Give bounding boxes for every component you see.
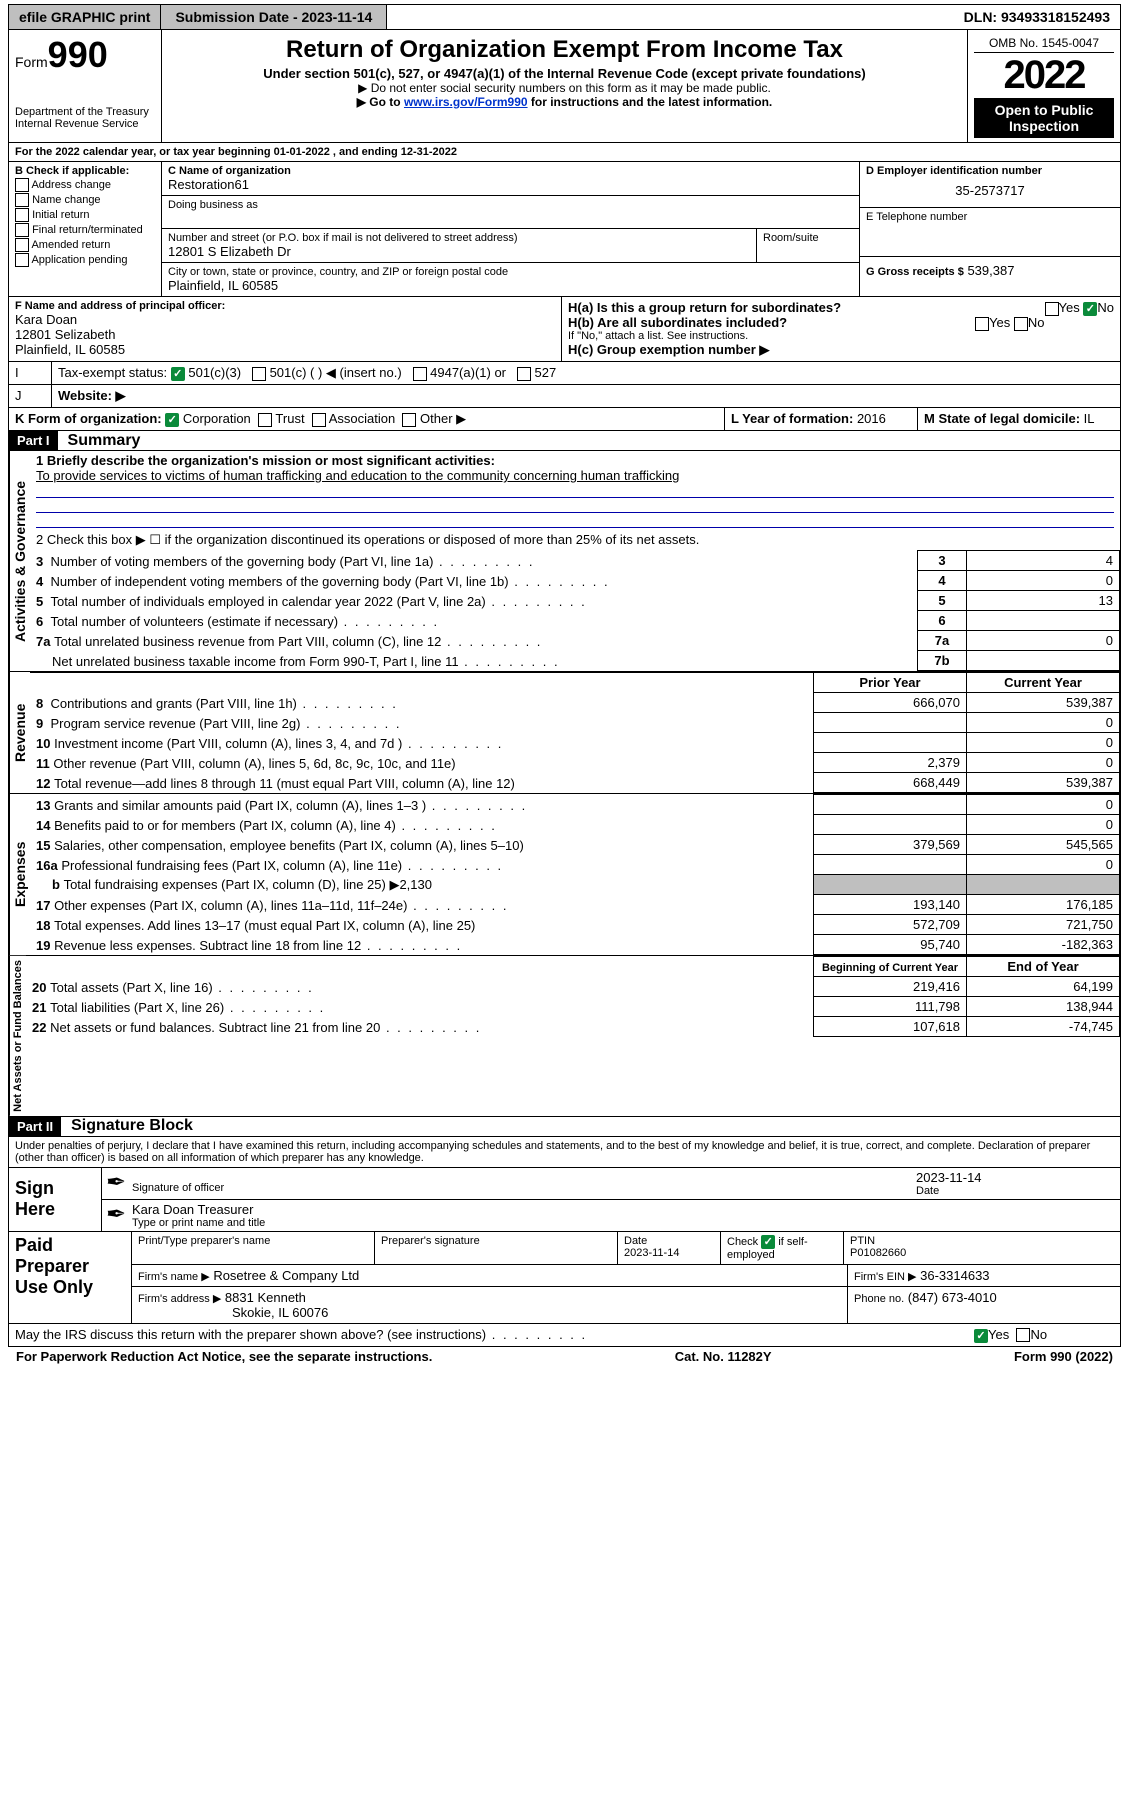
part1-title: Summary [68,432,141,450]
sign-here-label: Sign Here [9,1168,102,1231]
pen-icon: ✒ [102,1168,128,1199]
omb-number: OMB No. 1545-0047 [974,34,1114,53]
year-formation: 2016 [857,411,886,426]
street-address: 12801 S Elizabeth Dr [168,244,750,259]
line-h-note: If "No," attach a list. See instructions… [568,330,1114,342]
form-footer: Form 990 (2022) [1014,1349,1113,1364]
val-7b [967,651,1120,671]
line-j-letter: J [9,385,52,407]
line-a: For the 2022 calendar year, or tax year … [9,143,1120,161]
tax-year: 2022 [974,53,1114,98]
chk-amended-return[interactable]: Amended return [15,238,155,252]
val-4: 0 [967,571,1120,591]
cat-no: Cat. No. 11282Y [675,1349,772,1364]
submission-date: Submission Date - 2023-11-14 [161,5,387,29]
line-hc: H(c) Group exemption number ▶ [568,342,1114,358]
form-title: Return of Organization Exempt From Incom… [168,36,961,64]
officer-addr1: 12801 Selizabeth [15,327,555,342]
val-7a: 0 [967,631,1120,651]
chk-name-change[interactable]: Name change [15,193,155,207]
website-label: Website: ▶ [52,385,1120,407]
line-k-label: K Form of organization: [15,411,162,426]
line-g-label: G Gross receipts $ [866,266,964,278]
pra-notice: For Paperwork Reduction Act Notice, see … [16,1349,432,1364]
open-public: Open to Public Inspection [974,98,1114,138]
perjury-declaration: Under penalties of perjury, I declare th… [9,1137,1120,1167]
officer-addr2: Plainfield, IL 60585 [15,342,555,357]
discuss-question: May the IRS discuss this return with the… [15,1327,587,1342]
form-word: Form [15,54,48,70]
line-e-label: E Telephone number [866,211,1114,223]
val-5: 13 [967,591,1120,611]
room-label: Room/suite [763,232,853,244]
line-f-label: F Name and address of principal officer: [15,300,555,312]
top-bar: efile GRAPHIC print Submission Date - 20… [8,4,1121,30]
line-hb: H(b) Are all subordinates included? Yes … [568,315,1114,330]
line-c-label: C Name of organization [168,165,853,177]
city-state-zip: Plainfield, IL 60585 [168,278,853,293]
col-current: Current Year [967,673,1120,693]
line-b-label: B Check if applicable: [15,165,155,177]
vlabel-net-assets: Net Assets or Fund Balances [9,956,26,1116]
tax-exempt-label: Tax-exempt status: [58,365,167,380]
check-icon: ✓ [1083,302,1097,316]
org-name: Restoration61 [168,177,853,192]
chk-final-return[interactable]: Final return/terminated [15,223,155,237]
form-subtitle-2: ▶ Do not enter social security numbers o… [168,81,961,95]
ein: 35-2573717 [866,177,1114,204]
form-subtitle-3: ▶ Go to www.irs.gov/Form990 for instruct… [168,95,961,109]
dept-treasury: Department of the Treasury [15,106,155,118]
line-d-label: D Employer identification number [866,165,1114,177]
form-subtitle-1: Under section 501(c), 527, or 4947(a)(1)… [168,66,961,81]
line-i-letter: I [9,362,52,384]
irs-label: Internal Revenue Service [15,118,155,130]
part1-head: Part I [9,431,58,450]
val-3: 4 [967,551,1120,571]
vlabel-expenses: Expenses [9,794,30,955]
vlabel-revenue: Revenue [9,672,30,793]
paid-preparer-label: Paid Preparer Use Only [9,1232,132,1323]
part2-head: Part II [9,1117,61,1136]
check-icon: ✓ [165,413,179,427]
dln: DLN: 93493318152493 [954,5,1120,29]
check-icon: ✓ [974,1329,988,1343]
state-domicile: IL [1084,411,1095,426]
part2-title: Signature Block [71,1117,193,1135]
form-number: 990 [48,34,108,75]
efile-print-button[interactable]: efile GRAPHIC print [9,5,161,29]
col-prior: Prior Year [814,673,967,693]
val-6 [967,611,1120,631]
q2: 2 Check this box ▶ ☐ if the organization… [30,530,1120,551]
vlabel-activities: Activities & Governance [9,451,30,671]
line-ha: H(a) Is this a group return for subordin… [568,300,1114,315]
dba-label: Doing business as [168,199,853,211]
check-icon: ✓ [171,367,185,381]
chk-initial-return[interactable]: Initial return [15,208,155,222]
col-end: End of Year [967,957,1120,977]
officer-name: Kara Doan [15,312,555,327]
chk-address-change[interactable]: Address change [15,178,155,192]
pen-icon: ✒ [102,1200,128,1231]
col-begin: Beginning of Current Year [814,957,967,977]
addr-label: Number and street (or P.O. box if mail i… [168,232,750,244]
gross-receipts: 539,387 [967,263,1014,278]
chk-application-pending[interactable]: Application pending [15,253,155,267]
city-label: City or town, state or province, country… [168,266,853,278]
q1-text: To provide services to victims of human … [36,468,1114,483]
check-icon: ✓ [761,1235,775,1249]
irs-link[interactable]: www.irs.gov/Form990 [404,95,528,109]
q1-label: 1 Briefly describe the organization's mi… [36,453,1114,468]
